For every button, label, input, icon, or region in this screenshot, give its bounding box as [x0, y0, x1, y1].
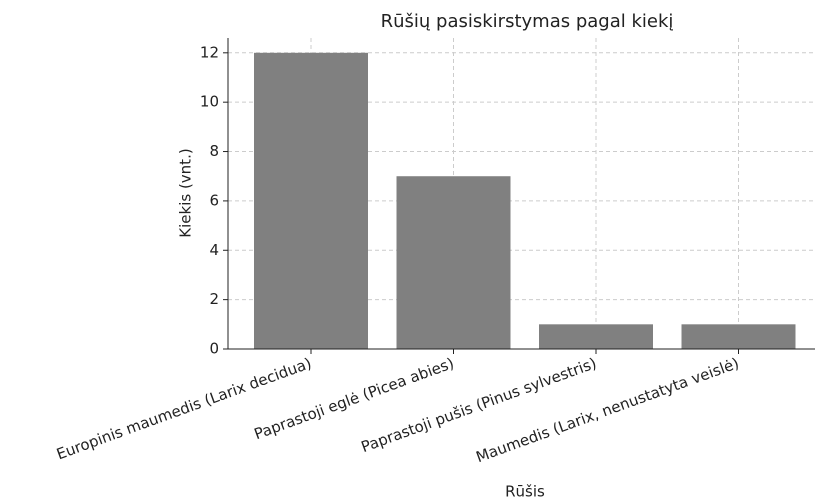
y-axis-label: Kiekis (vnt.)	[177, 148, 195, 237]
y-tick-label: 10	[200, 93, 219, 111]
y-tick-label: 0	[209, 340, 219, 358]
y-tick-label: 2	[209, 290, 219, 308]
bar	[539, 324, 653, 349]
y-tick-label: 6	[209, 191, 219, 209]
x-tick-label: Europinis maumedis (Larix decidua)	[54, 354, 314, 463]
y-tick-label: 4	[209, 241, 219, 259]
y-tick-label: 8	[209, 142, 219, 160]
chart-title: Rūšių pasiskirstymas pagal kiekį	[381, 11, 674, 32]
x-tick-label: Maumedis (Larix, nenustatyta veislė)	[474, 354, 742, 466]
bar	[681, 324, 796, 349]
x-tick-label: Paprastoji pušis (Pinus sylvestris)	[359, 354, 599, 456]
y-tick-label: 12	[200, 43, 219, 61]
bar	[396, 176, 511, 349]
x-axis-label: Rūšis	[505, 483, 545, 501]
bar	[254, 52, 368, 350]
